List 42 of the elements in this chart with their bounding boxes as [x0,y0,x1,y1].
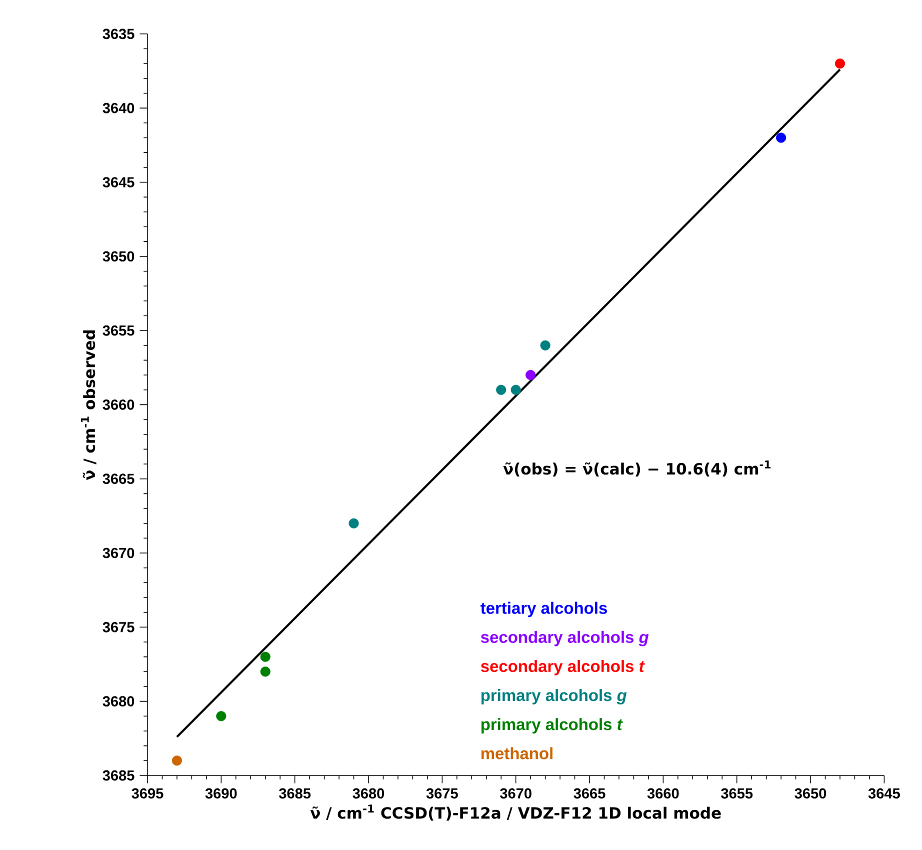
y-tick-label: 3635 [102,28,134,40]
point [348,518,359,528]
y-tick-label: 3645 [102,177,134,188]
text: primary alcohols t [481,718,623,734]
point [776,132,786,143]
y-tick-label: 3660 [102,399,134,410]
text: secondary alcohols g [480,630,649,646]
x-tick-label: 3675 [426,788,458,799]
y-tick-label: 3685 [102,770,134,781]
y-tick-label: 3650 [102,251,134,262]
x-tick-label: 3690 [205,788,237,799]
y-tick-label: 3680 [102,696,134,706]
x-tick-label: 3695 [132,788,164,799]
point [260,666,270,677]
point [510,384,521,395]
point [172,756,182,766]
x-tick-label: 3650 [794,788,826,799]
text: tertiary alcohols [480,602,607,618]
x-tick-label: 3670 [500,788,532,799]
x-tick-label: 3655 [721,788,753,799]
x-tick-label: 3680 [352,788,384,799]
annotation: ν̃(obs) = ν̃(calc) − 10.6(4) cm$^{-1}$ [503,460,771,476]
text: primary alcohols g [481,689,627,704]
text: secondary alcohols t [480,660,645,676]
x-tick-label: 3660 [647,788,679,799]
point [540,340,550,350]
point [216,711,226,722]
y-tick-label: 3640 [102,102,134,114]
point [260,652,270,662]
text: methanol [481,747,552,760]
point [834,58,846,69]
y-tick-label: 3670 [102,548,134,558]
x-tick-label: 3685 [278,788,311,799]
x-axis-title: ν̃ / cm$^{-1}$ CCSD(T)-F12a / VDZ-F12 1D local mode [310,804,721,821]
point [526,370,536,380]
x-tick-label: 3645 [868,788,900,799]
point [496,384,506,395]
y-tick-label: 3675 [102,622,134,632]
y-tick-label: 3655 [102,325,134,336]
y-axis-title: ν̃ / cm$^{-1}$ observed [80,330,96,480]
y-tick-label: 3665 [102,474,134,484]
x-tick-label: 3665 [574,788,606,799]
